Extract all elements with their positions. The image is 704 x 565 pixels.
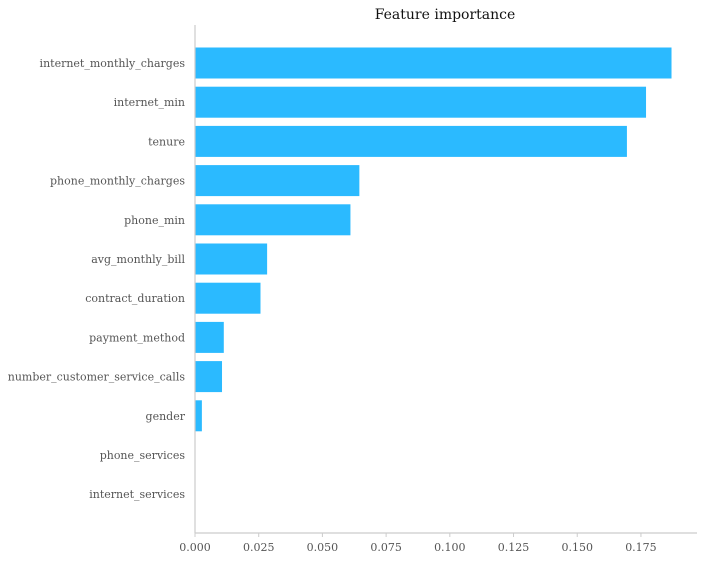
- bars-group: [195, 47, 672, 432]
- category-label: internet_services: [89, 488, 185, 501]
- y-axis-labels: internet_monthly_charges internet_mintenu…: [8, 57, 186, 501]
- x-axis-ticks: 0.000 0.025 0.050 0.075 0.100 0.125 0.150 0.175: [179, 533, 657, 554]
- x-tick-label: 0.050: [307, 541, 339, 554]
- category-label: avg_monthly_bill: [91, 253, 185, 266]
- bar-avg-monthly-bill: [195, 243, 268, 275]
- category-label: payment_method: [89, 331, 185, 344]
- x-tick-label: 0.125: [498, 541, 530, 554]
- bar-tenure: [195, 125, 627, 157]
- category-label: number_customer_service_calls: [8, 371, 186, 384]
- category-label: gender: [146, 410, 186, 423]
- bar-contract-duration: [195, 282, 261, 314]
- x-tick-label: 0.100: [434, 541, 466, 554]
- chart-title: Feature importance: [375, 7, 516, 23]
- x-tick-label: 0.025: [243, 541, 275, 554]
- bar-number-customer-service-calls: [195, 361, 223, 393]
- category-label: internet_min: [114, 96, 185, 109]
- bar-payment-method: [195, 321, 224, 353]
- x-tick-label: 0.150: [561, 541, 593, 554]
- bar-phone-monthly-charges: [195, 165, 360, 197]
- category-label: phone_monthly_charges: [50, 175, 185, 188]
- category-label: contract_duration: [85, 292, 185, 305]
- x-tick-label: 0.175: [625, 541, 657, 554]
- x-tick-label: 0.075: [370, 541, 402, 554]
- bar-internet-min: [195, 86, 647, 118]
- category-label: phone_services: [100, 449, 186, 462]
- bar-phone-min: [195, 204, 351, 236]
- category-label: tenure: [148, 135, 185, 148]
- bar-internet-monthly-charges: [195, 47, 672, 79]
- category-label: phone_min: [124, 214, 185, 227]
- bar-gender: [195, 400, 202, 432]
- x-tick-label: 0.000: [179, 541, 211, 554]
- category-label: internet_monthly_charges: [40, 57, 186, 70]
